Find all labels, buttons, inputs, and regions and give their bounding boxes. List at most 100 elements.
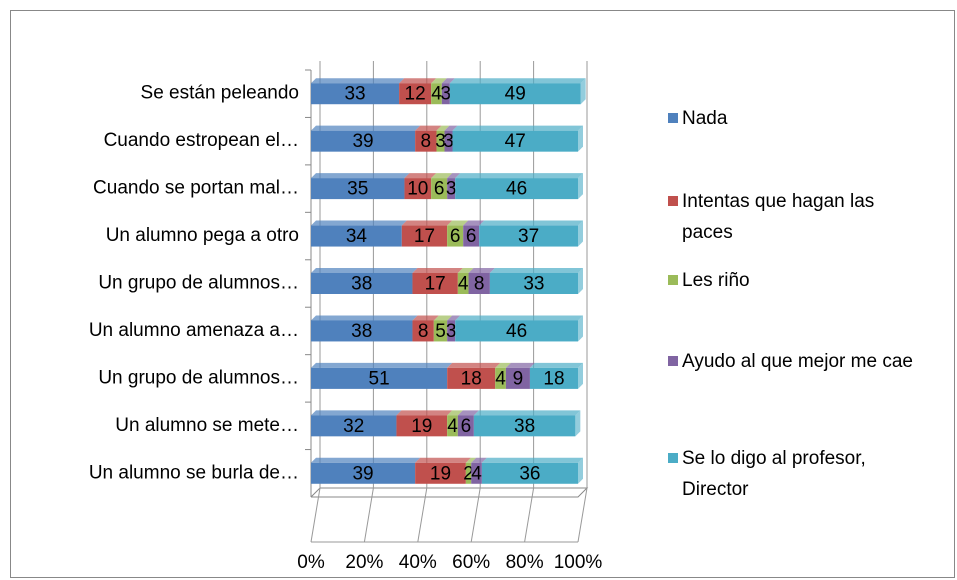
bar-depth	[431, 78, 447, 84]
bar	[468, 273, 490, 294]
bar-depth	[311, 125, 421, 131]
bar-side	[578, 362, 583, 389]
data-label: 35	[347, 179, 368, 200]
bar-side	[578, 125, 583, 152]
bar-depth	[415, 457, 471, 463]
data-label: 39	[352, 131, 373, 152]
data-label: 33	[523, 274, 544, 295]
bar	[471, 462, 482, 484]
bar-side	[578, 173, 583, 200]
bar	[412, 320, 434, 342]
data-label: 8	[474, 274, 485, 295]
bar	[404, 178, 432, 200]
y-tick-label: Un alumno se burla de…	[89, 462, 299, 483]
bar	[449, 83, 581, 105]
data-label: 8	[418, 321, 429, 342]
bar	[396, 415, 448, 437]
bar-depth	[463, 220, 485, 226]
bar-depth	[455, 315, 583, 321]
bar	[311, 320, 413, 342]
bar-side	[575, 410, 581, 437]
bar-depth	[529, 362, 583, 368]
bar-depth	[489, 268, 583, 273]
bar-depth	[479, 220, 583, 226]
legend-swatch	[668, 275, 678, 285]
legend-item: Ayudo al que mejor me cae	[668, 346, 918, 377]
bar-depth	[399, 78, 437, 84]
bar-depth	[412, 268, 463, 273]
grid-floor	[524, 487, 535, 543]
bar-depth	[311, 220, 407, 226]
bar-side	[578, 457, 583, 484]
bar	[311, 178, 405, 200]
bar	[447, 225, 464, 247]
bar-depth	[495, 362, 511, 368]
bar-depth	[465, 457, 477, 463]
legend-label: Se lo digo al profesor, Director	[682, 448, 866, 500]
data-label: 51	[369, 368, 390, 389]
data-label: 37	[518, 226, 539, 247]
bar-depth	[415, 125, 442, 131]
data-label: 18	[543, 368, 564, 389]
bar-depth	[471, 457, 487, 463]
data-label: 12	[405, 84, 426, 105]
y-tick-label: Cuando estropean el…	[104, 130, 299, 151]
bar-depth	[447, 315, 461, 321]
bar-depth	[444, 125, 458, 131]
grid-floor	[470, 487, 481, 543]
x-tick-label: 60%	[452, 552, 490, 573]
data-label: 36	[519, 463, 540, 484]
legend-item: Les riño	[668, 265, 918, 296]
bar-depth	[412, 315, 439, 321]
grid-floor	[363, 487, 374, 543]
bar	[489, 273, 578, 294]
legend-label: Nada	[682, 108, 728, 129]
bar-depth	[457, 410, 479, 416]
data-label: 38	[351, 321, 372, 342]
bar	[415, 462, 466, 484]
bar	[447, 367, 496, 389]
bar	[415, 130, 437, 152]
bar-depth	[441, 78, 455, 84]
data-label: 6	[450, 226, 461, 247]
legend-item: Intentas que hagan las paces	[668, 186, 918, 248]
bar-depth	[468, 268, 495, 273]
data-label: 19	[411, 416, 432, 437]
legend-swatch	[668, 113, 678, 123]
bar-depth	[447, 362, 501, 368]
x-tick-label: 80%	[506, 552, 544, 573]
bar-depth	[404, 173, 437, 179]
bar	[399, 83, 432, 105]
bar-depth	[431, 173, 453, 179]
bar	[463, 225, 480, 247]
bar	[455, 320, 578, 342]
data-label: 18	[461, 368, 482, 389]
bar-depth	[447, 173, 461, 179]
grid-floor	[577, 487, 588, 543]
data-label: 4	[431, 84, 442, 105]
data-label: 2	[463, 463, 474, 484]
x-tick-label: 0%	[297, 552, 325, 573]
bar-depth	[447, 410, 463, 416]
bar	[447, 320, 456, 342]
bar	[311, 415, 397, 437]
data-label: 17	[414, 226, 435, 247]
bar-depth	[449, 78, 586, 84]
bar	[431, 83, 442, 105]
bar	[481, 462, 578, 484]
bar	[452, 130, 578, 152]
data-label: 47	[505, 131, 526, 152]
x-tick-label: 40%	[399, 552, 437, 573]
data-label: 3	[443, 131, 454, 152]
bar	[465, 462, 472, 484]
bar-depth	[436, 125, 450, 131]
bar	[457, 415, 474, 437]
bar	[311, 83, 400, 105]
data-label: 5	[435, 321, 446, 342]
legend-swatch	[668, 356, 678, 366]
bar-depth	[311, 410, 402, 416]
data-label: 49	[505, 84, 526, 105]
bar	[412, 273, 458, 294]
bar-side	[578, 220, 583, 247]
